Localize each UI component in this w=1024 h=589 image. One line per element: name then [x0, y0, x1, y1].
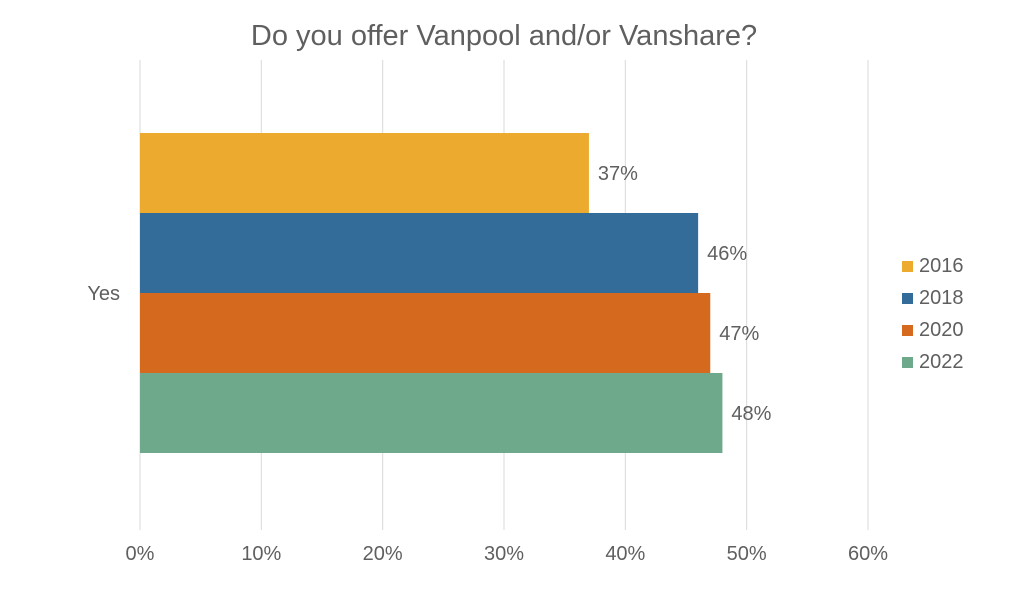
x-tick-label: 40%: [605, 543, 645, 565]
legend-label: 2020: [919, 318, 964, 341]
legend-swatch: [902, 324, 913, 336]
x-tick-label: 10%: [241, 543, 281, 565]
bar-2022: [140, 373, 723, 453]
x-tick-label: 50%: [727, 543, 767, 565]
x-tick-label: 30%: [484, 543, 524, 565]
legend-item: 2018: [902, 282, 964, 314]
data-label: 47%: [719, 323, 759, 345]
x-tick-label: 20%: [363, 543, 403, 565]
legend-label: 2018: [919, 286, 964, 309]
x-tick-label: 60%: [848, 543, 888, 565]
category-label: Yes: [87, 283, 120, 305]
legend-label: 2022: [919, 350, 964, 373]
legend-item: 2022: [902, 346, 964, 378]
data-label: 46%: [707, 243, 747, 265]
legend-swatch: [902, 292, 913, 304]
legend-swatch: [902, 260, 913, 272]
bar-2020: [140, 293, 711, 373]
bar-2018: [140, 213, 699, 293]
x-tick-label: 0%: [126, 543, 155, 565]
legend-item: 2020: [902, 314, 964, 346]
data-label: 48%: [731, 403, 771, 425]
data-label: 37%: [598, 163, 638, 185]
bar-2016: [140, 133, 589, 213]
legend-item: 2016: [902, 250, 964, 282]
chart-legend: 2016 2018 2020 2022: [902, 250, 964, 378]
legend-label: 2016: [919, 254, 964, 277]
chart-title: Do you offer Vanpool and/or Vanshare?: [250, 20, 758, 52]
legend-swatch: [902, 356, 913, 368]
